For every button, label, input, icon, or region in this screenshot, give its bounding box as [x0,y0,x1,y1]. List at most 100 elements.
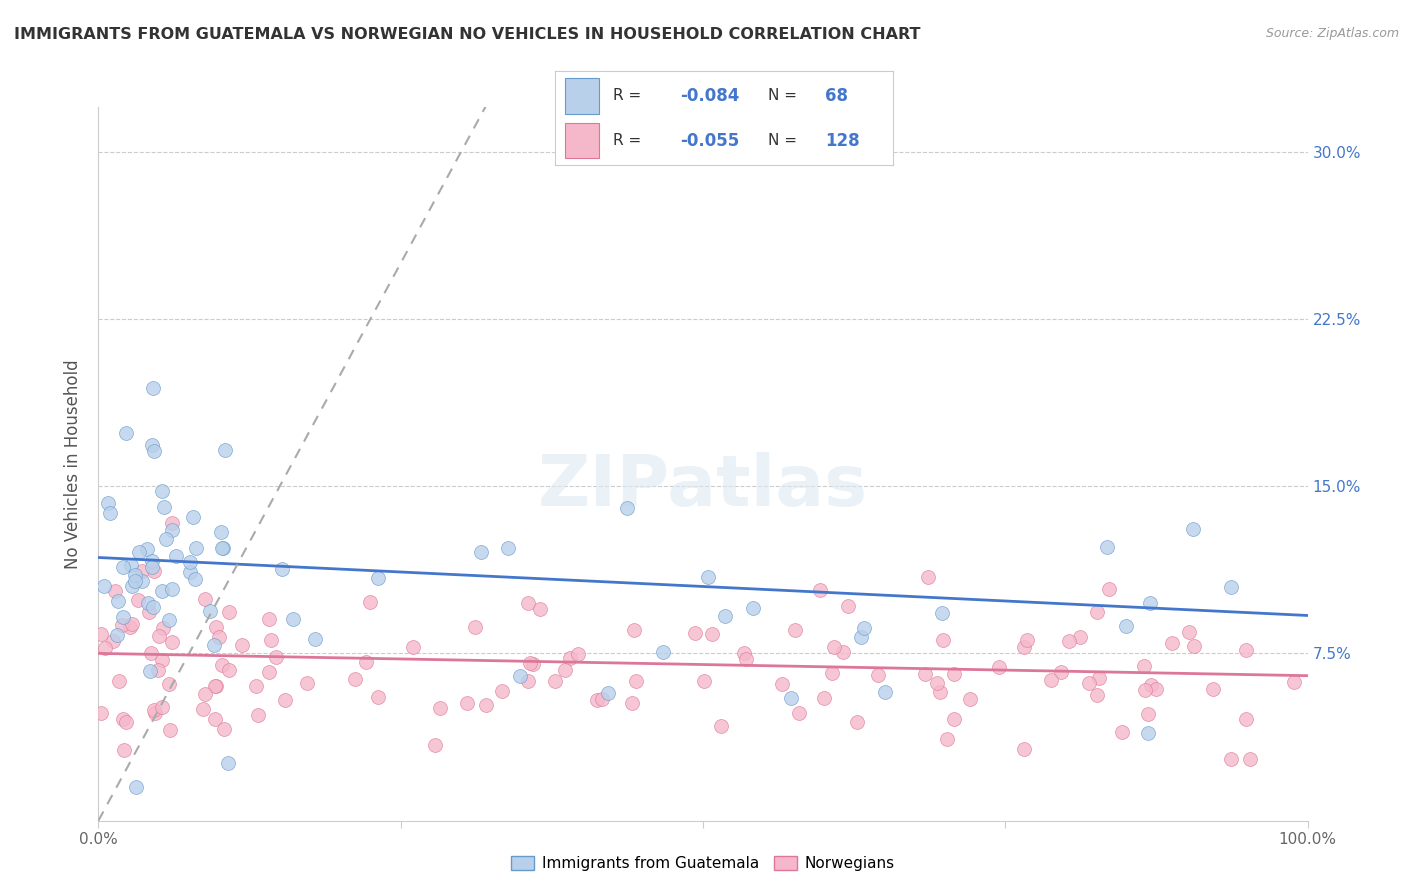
Point [925,676,948,690]
Point [104,583,127,598]
Point [124,568,146,582]
Point [208,630,231,644]
Point [141,438,163,452]
Point [259,612,281,626]
Point [157,677,180,691]
Point [1139,596,1161,610]
Point [111,712,134,726]
Point [257,665,280,680]
Point [231,638,253,652]
Point [544,673,567,688]
Point [770,677,793,691]
Point [101,633,124,648]
Point [148,629,170,643]
Point [620,697,643,711]
Point [519,656,541,670]
Point [988,660,1011,674]
Text: R =: R = [613,88,641,103]
Point [1115,619,1137,633]
Point [152,621,174,635]
Point [143,444,166,458]
Point [517,674,540,689]
Point [936,732,959,747]
Point [1015,633,1038,648]
Point [821,666,844,681]
Point [111,618,134,632]
Point [150,653,173,667]
Text: ZIPatlas: ZIPatlas [538,451,868,521]
Point [735,652,758,666]
Point [623,623,645,637]
Point [1111,725,1133,739]
Point [425,739,447,753]
Point [616,501,638,516]
Point [823,640,845,654]
Point [1097,540,1119,554]
Point [354,655,377,669]
Point [136,596,159,610]
Point [1234,712,1257,726]
Point [105,628,128,642]
Point [202,638,225,652]
Point [929,685,952,699]
Point [211,657,233,672]
Point [1050,665,1073,679]
Point [1085,605,1108,619]
Point [498,541,520,556]
Point [1136,725,1159,739]
Point [943,666,966,681]
Point [142,381,165,395]
Point [787,706,810,720]
Point [624,674,647,689]
Point [142,703,165,717]
Point [98,506,121,520]
Point [591,692,613,706]
Point [849,630,872,644]
Point [212,723,235,737]
Point [107,594,129,608]
Point [475,698,498,712]
Point [846,714,869,729]
Point [702,627,724,641]
Point [1078,675,1101,690]
Point [160,516,183,530]
Point [90,627,112,641]
Point [112,743,135,757]
Text: 128: 128 [825,132,860,150]
Point [1239,752,1261,766]
Point [209,524,232,539]
Point [191,702,214,716]
Point [517,596,540,610]
Point [692,674,714,689]
Point [709,719,731,733]
Point [866,668,889,682]
Point [281,612,304,626]
Point [651,645,673,659]
Point [1201,682,1223,697]
Point [141,559,163,574]
Point [165,549,187,563]
Point [127,592,149,607]
Point [808,582,831,597]
Point [181,509,204,524]
Text: Source: ZipAtlas.com: Source: ZipAtlas.com [1265,27,1399,40]
Point [1133,658,1156,673]
Point [179,565,201,579]
Point [304,632,326,647]
Point [932,633,955,648]
Point [218,605,240,619]
Point [124,574,146,588]
Legend: Immigrants from Guatemala, Norwegians: Immigrants from Guatemala, Norwegians [505,850,901,877]
Point [214,442,236,457]
Point [143,706,166,721]
Point [586,692,609,706]
Point [184,572,207,586]
Point [831,645,853,659]
Point [143,565,166,579]
Point [873,685,896,699]
Point [194,688,217,702]
Point [217,756,239,771]
Point [1088,671,1111,685]
Point [1137,707,1160,722]
Point [159,723,181,738]
